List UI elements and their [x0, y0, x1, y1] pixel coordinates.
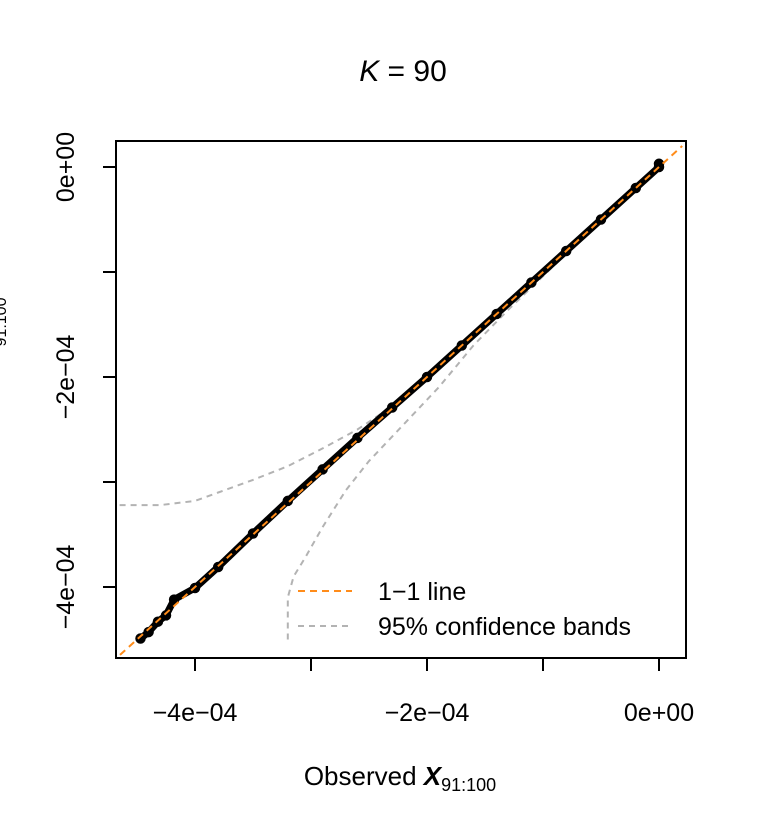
y-tick-label: −4e−04 [52, 545, 80, 630]
legend-label-one-to-one: 1−1 line [378, 578, 466, 606]
observed-point [630, 182, 642, 194]
title-value: 90 [413, 55, 446, 88]
one-to-one-line [116, 145, 683, 658]
x-tick-label: −4e−04 [153, 699, 238, 727]
observed-point [189, 582, 201, 594]
x-axis-label: Observed X91:100 [304, 761, 496, 795]
observed-point [560, 245, 572, 257]
x-label-variable: X [422, 761, 443, 791]
x-label-prefix: Observed [304, 761, 424, 791]
observed-point [152, 616, 164, 627]
confidence-band-upper [119, 167, 660, 507]
x-axis: −4e−04 −2e−04 0e+00 [153, 658, 694, 727]
title-variable: K [359, 55, 381, 88]
observed-point [317, 464, 328, 475]
confidence-band-lower [286, 166, 660, 640]
y-axis-label-subscript: 91:100 [0, 297, 10, 346]
observed-point [526, 277, 537, 288]
observed-point [421, 371, 433, 383]
title-equals: = [379, 55, 413, 88]
y-tick-label: 0e+00 [52, 132, 80, 202]
x-label-subscript: 91:100 [441, 775, 496, 795]
observed-point [352, 432, 363, 444]
plot-frame [115, 140, 687, 659]
x-tick-label: 0e+00 [624, 699, 694, 727]
observed-point [247, 528, 259, 539]
legend-label-confidence: 95% confidence bands [378, 613, 631, 641]
observed-point [168, 594, 180, 605]
y-axis: −4e−04 −2e−04 0e+00 [52, 132, 116, 630]
observed-point [491, 308, 502, 320]
observed-point [386, 402, 398, 413]
observed-point [282, 495, 294, 507]
observed-point [212, 561, 224, 573]
observed-point [456, 340, 468, 351]
legend: 1−1 line 95% confidence bands [298, 578, 631, 641]
observed-point [160, 610, 172, 621]
x-tick-label: −2e−04 [385, 699, 470, 727]
chart-title: K = 90 [359, 55, 447, 88]
observed-point [595, 214, 607, 225]
y-tick-label: −2e−04 [52, 335, 80, 420]
observed-point [135, 633, 146, 644]
